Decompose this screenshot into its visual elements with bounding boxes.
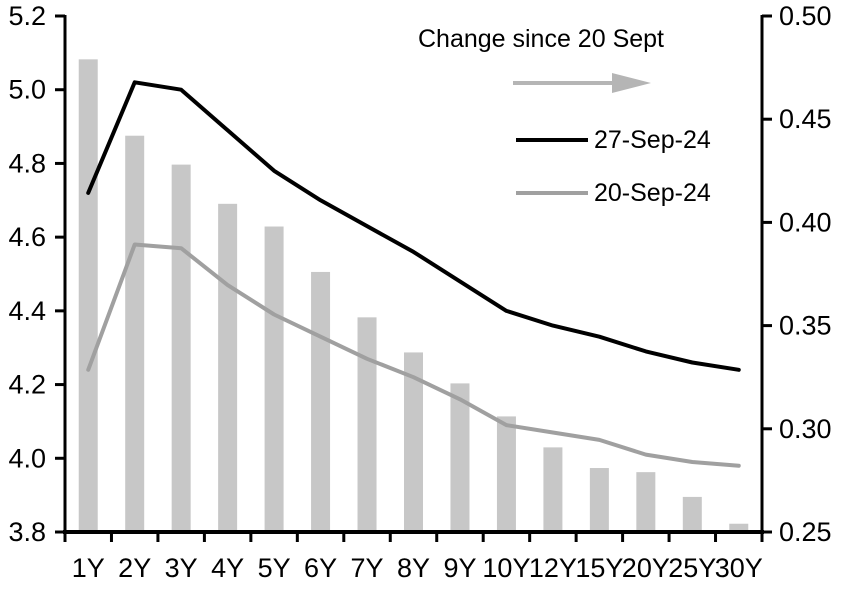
bar-10Y	[496, 416, 516, 532]
x-axis-label-30Y: 30Y	[715, 553, 763, 583]
left-tick-label: 5.2	[8, 1, 46, 31]
bar-12Y	[543, 447, 563, 532]
x-axis-label-4Y: 4Y	[211, 553, 244, 583]
line-20-Sep-24	[86, 242, 741, 468]
x-axis-label-5Y: 5Y	[258, 553, 291, 583]
x-axis-label-12Y: 12Y	[529, 553, 577, 583]
bar-3Y	[171, 164, 191, 532]
legend-title: Change since 20 Sept	[418, 25, 664, 53]
left-tick-label: 4.8	[8, 148, 46, 178]
right-tick-label: 0.40	[779, 207, 832, 237]
bar-6Y	[311, 271, 331, 532]
x-axis-label-7Y: 7Y	[351, 553, 384, 583]
left-tick-label: 4.0	[8, 443, 46, 473]
left-tick-label: 3.8	[8, 517, 46, 547]
x-axis-label-20Y: 20Y	[622, 553, 670, 583]
left-tick-label: 4.4	[8, 296, 46, 326]
x-axis-label-1Y: 1Y	[72, 553, 105, 583]
left-tick-label: 4.6	[8, 222, 46, 252]
right-tick-label: 0.50	[779, 1, 832, 31]
bar-7Y	[357, 317, 377, 532]
bar-20Y	[636, 472, 656, 532]
x-axis-label-2Y: 2Y	[118, 553, 151, 583]
left-tick-label: 5.0	[8, 75, 46, 105]
right-tick-label: 0.45	[779, 104, 832, 134]
line-27-Sep-24	[86, 80, 741, 372]
bar-1Y	[78, 59, 98, 533]
legend-label: 20-Sep-24	[594, 179, 711, 207]
x-axis-label-3Y: 3Y	[165, 553, 198, 583]
x-axis-label-6Y: 6Y	[304, 553, 337, 583]
bar-15Y	[589, 468, 609, 532]
x-axis-label-25Y: 25Y	[668, 553, 716, 583]
x-axis-label-8Y: 8Y	[397, 553, 430, 583]
bar-5Y	[264, 226, 284, 532]
bar-8Y	[404, 352, 423, 532]
right-tick-label: 0.35	[779, 311, 832, 341]
x-axis-label-9Y: 9Y	[443, 553, 476, 583]
right-tick-label: 0.25	[779, 517, 832, 547]
legend-label: 27-Sep-24	[594, 126, 711, 154]
bar-4Y	[218, 203, 238, 532]
bar-30Y	[729, 523, 749, 532]
right-tick-label: 0.30	[779, 414, 832, 444]
left-tick-label: 4.2	[8, 370, 46, 400]
x-axis-label-15Y: 15Y	[575, 553, 623, 583]
bar-2Y	[125, 135, 145, 532]
bar-25Y	[682, 496, 702, 532]
x-axis-label-10Y: 10Y	[482, 553, 530, 583]
bar-9Y	[450, 383, 470, 532]
change-arrow-head-icon	[612, 73, 651, 93]
